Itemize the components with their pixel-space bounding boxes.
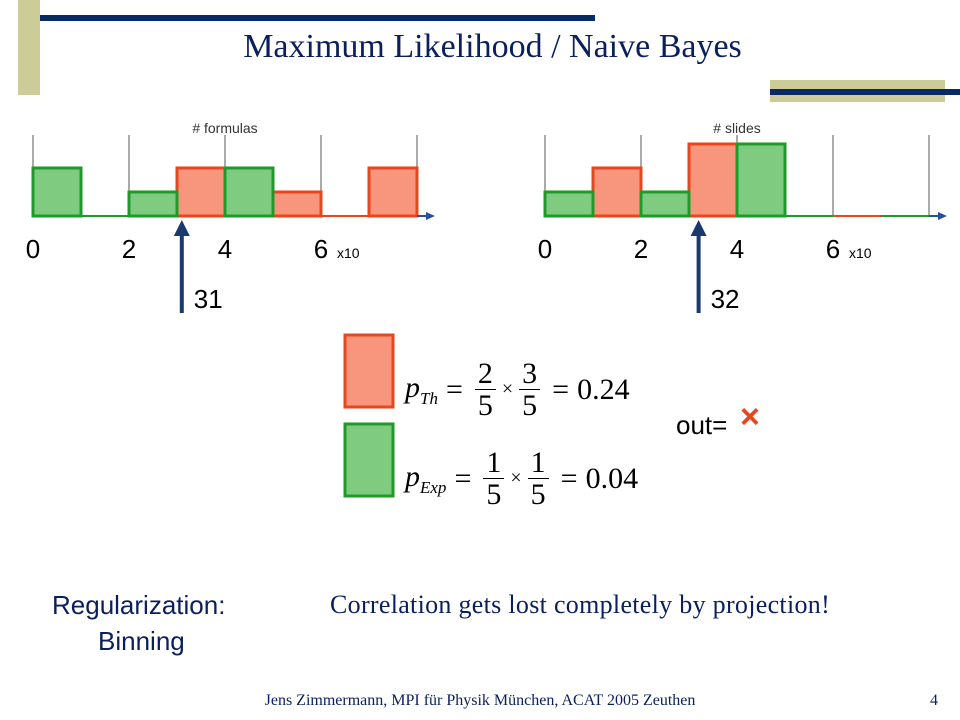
x-tick-label: 4 <box>218 234 232 264</box>
right-note: Correlation gets lost completely by proj… <box>330 590 831 619</box>
histogram-bar <box>175 166 227 218</box>
x-axis-arrowhead <box>426 212 435 220</box>
footer: Jens Zimmermann, MPI für Physik München,… <box>264 692 696 709</box>
histogram-label: # formulas <box>192 120 257 136</box>
histogram-bar <box>687 142 739 218</box>
operator: × <box>501 378 514 400</box>
numerator: 2 <box>474 357 496 390</box>
histogram-bar <box>591 166 643 218</box>
formula-result: 0.04 <box>585 461 639 495</box>
out-label: out= <box>676 410 728 440</box>
left-note: Binning <box>98 626 185 656</box>
histogram-bar <box>639 190 691 218</box>
denominator: 5 <box>477 389 493 422</box>
histogram-bar <box>223 166 275 218</box>
formula-symbol: pTh <box>405 370 438 408</box>
operator: × <box>510 467 522 489</box>
formulas: pTh = 2 5 × 3 5 = 0.24 pExp = 1 5 × 1 5 = 0.04 <box>405 345 638 523</box>
denominator: 5 <box>522 389 538 422</box>
marker-label: 32 <box>711 284 740 314</box>
denominator: 5 <box>486 478 502 511</box>
page-number: 4 <box>930 692 938 709</box>
decor-bar <box>18 0 40 95</box>
marker-arrowhead <box>173 220 190 236</box>
x-tick-label: 6 <box>314 234 328 264</box>
numerator: 1 <box>483 446 505 479</box>
histogram-bar <box>31 166 83 218</box>
operator: = <box>454 461 472 495</box>
histograms: # formulas 0 2 4 6 x10 31 # slides 0 2 4 6 x10 32 <box>26 120 947 314</box>
histogram-label: # slides <box>713 120 760 136</box>
histogram-bar <box>127 190 179 218</box>
class-swatch <box>343 333 395 409</box>
x-unit: x10 <box>849 245 872 261</box>
x-tick-label: 6 <box>826 234 840 264</box>
left-note: Regularization: <box>52 590 226 620</box>
marker-label: 31 <box>194 284 223 314</box>
x-tick-label: 0 <box>26 234 40 264</box>
operator: = <box>445 372 463 406</box>
formula-subscript: Exp <box>420 477 447 497</box>
operator: = <box>560 461 578 495</box>
x-tick-label: 2 <box>122 234 136 264</box>
histogram-bar <box>543 190 595 218</box>
class-swatch <box>343 422 395 498</box>
denominator: 5 <box>530 478 546 511</box>
formula: pExp = 1 5 × 1 5 = 0.04 <box>405 434 638 523</box>
x-axis-arrowhead <box>938 212 947 220</box>
numerator: 1 <box>527 446 549 479</box>
out-symbol: × <box>740 398 760 436</box>
formula-subscript: Th <box>420 388 438 408</box>
histogram-bar <box>367 166 419 218</box>
x-tick-label: 2 <box>634 234 648 264</box>
x-tick-label: 0 <box>538 234 552 264</box>
operator: = <box>552 372 570 406</box>
x-unit: x10 <box>337 245 360 261</box>
slide-title: Maximum Likelihood / Naive Bayes <box>243 28 742 65</box>
histogram-bar <box>271 190 323 218</box>
x-tick-label: 4 <box>730 234 744 264</box>
numerator: 3 <box>519 357 541 390</box>
formula-symbol: pExp <box>405 459 447 497</box>
marker-arrowhead <box>690 220 707 236</box>
histogram-bar <box>735 142 787 218</box>
formula: pTh = 2 5 × 3 5 = 0.24 <box>405 345 638 434</box>
formula-result: 0.24 <box>577 372 630 406</box>
